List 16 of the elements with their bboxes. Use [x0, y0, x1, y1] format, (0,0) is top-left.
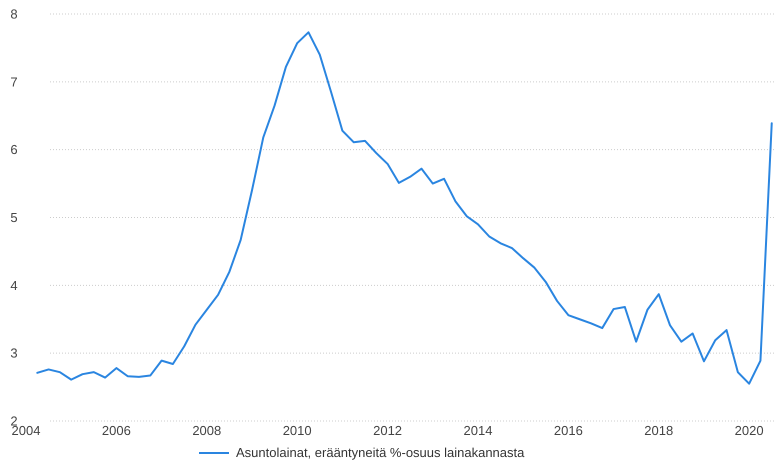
y-tick-label: 3 [10, 346, 18, 361]
x-tick-label: 2006 [102, 423, 131, 438]
x-tick-label: 2008 [192, 423, 222, 438]
y-tick-label: 7 [10, 74, 18, 90]
line-series [36, 31, 773, 385]
y-tick-label: 4 [10, 278, 18, 293]
x-tick-label: 2012 [373, 423, 402, 438]
x-tick-label: 2014 [464, 423, 492, 438]
x-tick-label: 2018 [644, 423, 674, 438]
y-tick-label: 5 [10, 210, 18, 226]
x-tick-label: 2020 [734, 423, 764, 438]
y-tick-label: 8 [10, 6, 18, 22]
x-tick-label: 2016 [554, 423, 583, 438]
legend-label: Asuntolainat, erääntyneitä %-osuus lainakannasta [236, 445, 526, 460]
x-tick-label: 2010 [282, 423, 312, 438]
y-tick-label: 6 [10, 142, 18, 158]
